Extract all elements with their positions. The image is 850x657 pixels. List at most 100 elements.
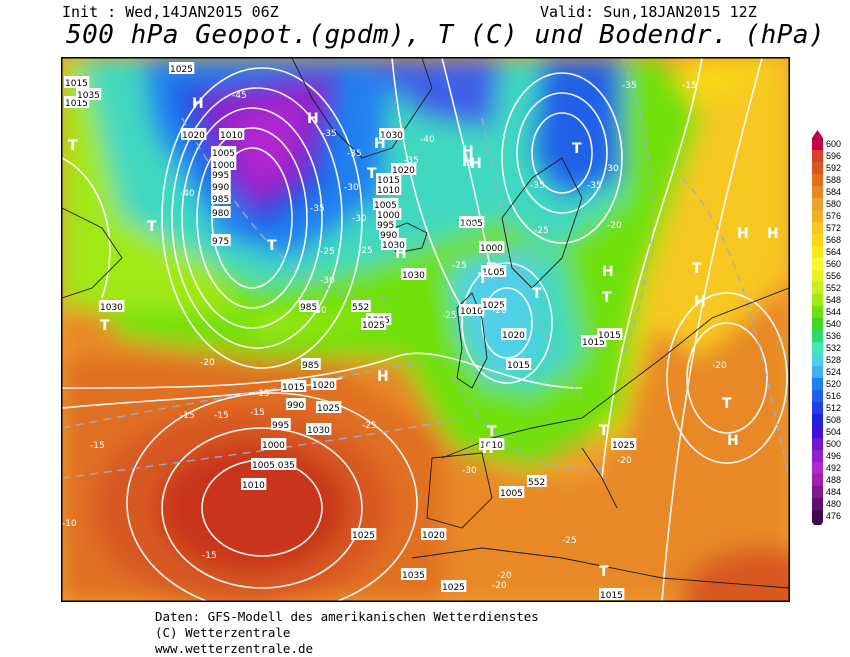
pressure-label: 1010	[460, 307, 483, 317]
temperature-label: -25	[442, 311, 457, 321]
legend-swatch	[812, 294, 823, 306]
temperature-label: -20	[607, 221, 622, 231]
temperature-label: -15	[250, 408, 265, 418]
pressure-label-box	[311, 378, 337, 390]
temperature-label: -30	[312, 306, 327, 316]
legend-swatch	[812, 486, 823, 498]
temperature-label: -20	[617, 456, 632, 466]
temperature-label: -35	[404, 156, 419, 166]
color-legend: 600 596 592 588 584 580 576 572 568 564 560 556 552 5…	[812, 130, 841, 525]
isobar	[666, 292, 788, 464]
pressure-label: 990	[212, 183, 229, 193]
temperature-label: -25	[320, 247, 335, 257]
legend-swatch	[812, 318, 823, 330]
pressure-label: 1030	[100, 303, 123, 313]
pressure-label-box	[499, 486, 525, 498]
high-pressure-center: H	[727, 433, 739, 449]
legend-arrow-down	[812, 522, 823, 525]
legend-swatch	[812, 498, 823, 510]
pressure-label-box	[376, 218, 396, 230]
legend-label: 592	[826, 163, 841, 173]
pressure-label: 1020	[392, 166, 415, 176]
legend-swatch	[812, 426, 823, 438]
legend-label: 544	[826, 307, 841, 317]
pressure-label: 1005	[374, 201, 397, 211]
pressure-label-box	[376, 208, 402, 220]
isobar	[501, 72, 623, 244]
temperature-label: -20	[497, 571, 512, 581]
high-pressure-center: H	[192, 96, 204, 112]
pressure-label-box	[251, 458, 277, 470]
temperature-label: -35	[322, 129, 337, 139]
temperature-label: -20	[492, 581, 507, 591]
legend-swatch	[812, 210, 823, 222]
geopotential-label-box	[351, 300, 371, 312]
pressure-label: 1020	[312, 381, 335, 391]
legend-label: 476	[826, 511, 841, 521]
legend-swatch	[812, 222, 823, 234]
temperature-label: -15	[202, 551, 217, 561]
footer-copyright: (C) Wetterzentrale	[155, 625, 291, 640]
high-pressure-center: H	[462, 154, 474, 170]
pressure-label-box	[421, 528, 447, 540]
isobar	[686, 322, 768, 434]
pressure-label-box	[211, 192, 231, 204]
temperature-label: -25	[452, 261, 467, 271]
pressure-label: 1015	[65, 79, 88, 89]
pressure-label: 1035	[77, 91, 100, 101]
legend-label: 572	[826, 223, 841, 233]
temperature-label: -35	[347, 149, 362, 159]
isobar	[161, 67, 363, 369]
pressure-label-box	[599, 588, 625, 600]
pressure-label-box	[281, 380, 307, 392]
temperature-label: -20	[712, 361, 727, 371]
low-pressure-center: T	[572, 141, 582, 157]
field-blue-north	[362, 58, 502, 128]
pressure-label: 1005	[482, 268, 505, 278]
temperature-label: -10	[62, 519, 77, 529]
legend-label: 504	[826, 427, 841, 437]
isobar	[196, 127, 308, 309]
pressure-label: 1025	[362, 321, 385, 331]
low-pressure-center: T	[487, 424, 497, 440]
high-pressure-center: H	[482, 441, 494, 457]
pressure-label-box	[271, 458, 297, 470]
pressure-label-box	[401, 268, 427, 280]
legend-label: 492	[826, 463, 841, 473]
pressure-label-box	[286, 398, 306, 410]
pressure-label: 1015	[582, 338, 605, 348]
legend-label: 524	[826, 367, 841, 377]
pressure-label-box	[376, 183, 402, 195]
temperature-label: -40	[420, 135, 435, 145]
legend-label: 532	[826, 343, 841, 353]
temperature-label: -15	[682, 81, 697, 91]
pressure-label-box	[459, 304, 485, 316]
pressure-label-box	[441, 580, 467, 592]
pressure-label-box	[459, 216, 485, 228]
geopotential-label: 552	[352, 303, 369, 313]
pressure-label: 1020	[182, 131, 205, 141]
pressure-label: 1010	[220, 131, 243, 141]
geopotential-label: 552	[528, 478, 545, 488]
isobar	[171, 87, 343, 349]
pressure-label-box	[379, 128, 405, 140]
pressure-label-box	[261, 438, 287, 450]
legend-label: 552	[826, 283, 841, 293]
pressure-label: 1000	[262, 441, 285, 451]
pressure-label-box	[597, 328, 623, 340]
legend-arrow-up	[812, 130, 823, 138]
isobar	[661, 58, 763, 601]
legend-label: 512	[826, 403, 841, 413]
pressure-label-box	[211, 234, 231, 246]
low-pressure-center: T	[599, 564, 609, 580]
pressure-label: 995	[212, 171, 229, 181]
temperature-label: -45	[232, 91, 247, 101]
legend-swatch	[812, 462, 823, 474]
pressure-label-box	[271, 418, 291, 430]
pressure-label-box	[376, 173, 402, 185]
high-pressure-center: H	[694, 294, 706, 310]
isobar	[62, 377, 343, 409]
pressure-label-box	[211, 206, 231, 218]
low-pressure-center: T	[147, 219, 157, 235]
coastline-scandinavia	[501, 157, 583, 289]
